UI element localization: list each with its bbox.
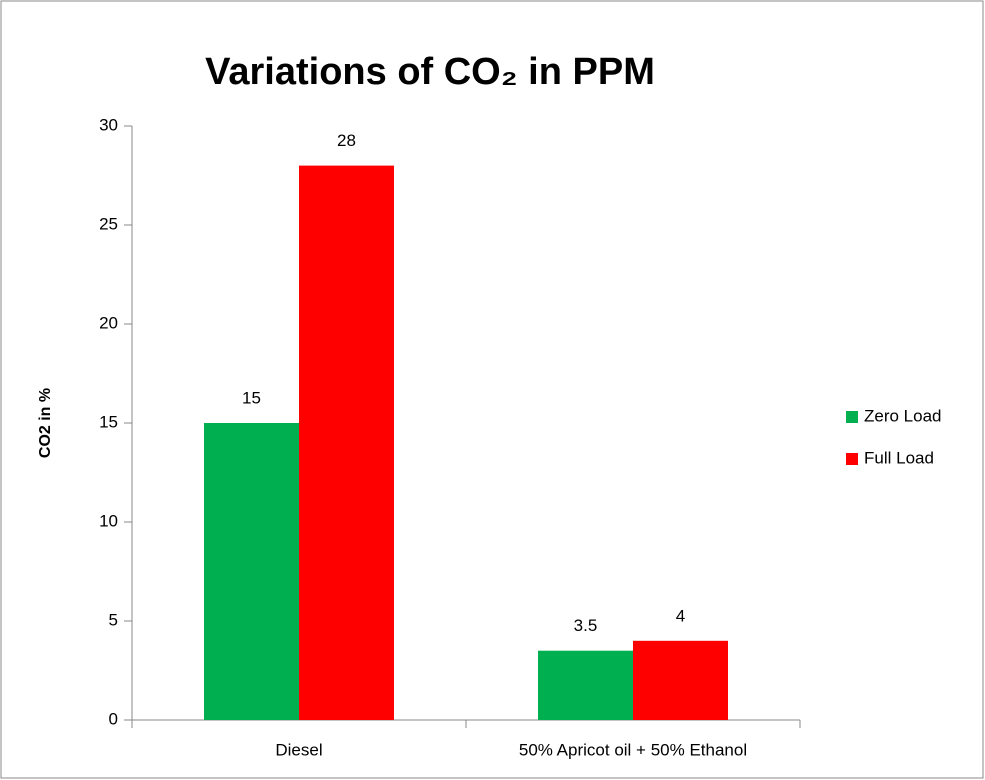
bar: [204, 423, 299, 720]
x-tick-label: 50% Apricot oil + 50% Ethanol: [519, 740, 747, 759]
chart-title: Variations of CO₂ in PPM: [205, 51, 655, 93]
data-label: 28: [337, 131, 356, 150]
y-tick-label: 5: [109, 610, 118, 629]
y-tick-label: 15: [99, 412, 118, 431]
legend-label: Zero Load: [864, 406, 942, 425]
legend-swatch: [846, 411, 858, 423]
y-tick-label: 0: [109, 709, 118, 728]
data-label: 15: [242, 388, 261, 407]
bar: [538, 650, 633, 720]
bar: [299, 165, 394, 721]
legend-swatch: [846, 453, 858, 465]
data-label: 3.5: [574, 616, 598, 635]
y-tick-label: 10: [99, 511, 118, 530]
y-tick-label: 25: [99, 214, 118, 233]
y-axis-label: CO2 in %: [37, 388, 54, 458]
x-tick-label: Diesel: [275, 740, 322, 759]
y-tick-label: 20: [99, 313, 118, 332]
y-tick-label: 30: [99, 115, 118, 134]
data-label: 4: [676, 606, 685, 625]
bar: [633, 640, 728, 720]
legend-label: Full Load: [864, 448, 934, 467]
